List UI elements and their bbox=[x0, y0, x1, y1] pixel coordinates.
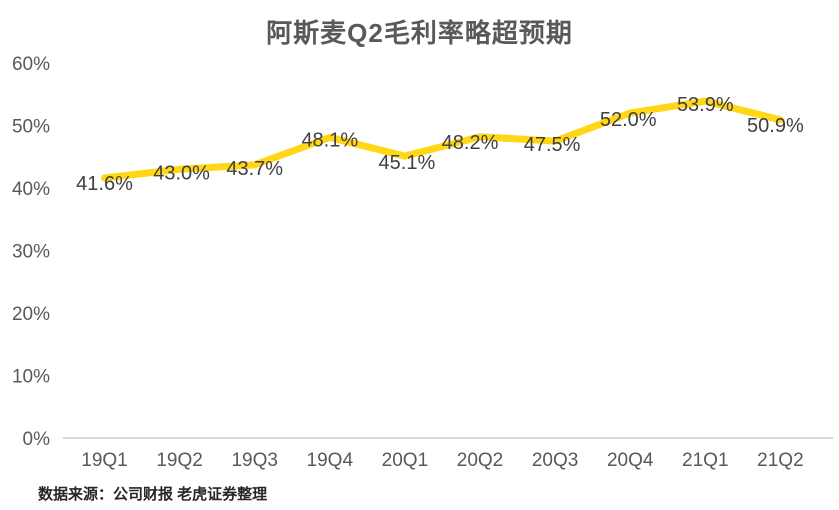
x-axis-tick-label: 21Q2 bbox=[757, 450, 803, 471]
data-point-label: 45.1% bbox=[379, 152, 436, 174]
y-axis-tick-label: 40% bbox=[12, 179, 50, 200]
source-note: 数据来源：公司财报 老虎证券整理 bbox=[38, 486, 268, 503]
data-point-label: 43.7% bbox=[226, 158, 283, 180]
data-point-label: 41.6% bbox=[76, 173, 133, 195]
y-axis-tick-label: 50% bbox=[12, 117, 50, 138]
data-point-label: 52.0% bbox=[600, 109, 657, 131]
y-axis-tick-label: 30% bbox=[12, 242, 50, 263]
x-axis-tick-label: 20Q4 bbox=[607, 450, 654, 471]
x-axis-tick-label: 19Q4 bbox=[307, 450, 354, 471]
x-axis-tick-label: 20Q2 bbox=[457, 450, 503, 471]
x-axis-tick-label: 20Q3 bbox=[532, 450, 578, 471]
y-axis-tick-label: 20% bbox=[12, 304, 50, 325]
data-point-label: 48.2% bbox=[442, 132, 499, 154]
data-point-label: 48.1% bbox=[301, 129, 358, 151]
x-axis-tick-label: 19Q1 bbox=[81, 450, 127, 471]
data-point-label: 43.0% bbox=[153, 162, 210, 184]
data-point-label: 50.9% bbox=[747, 115, 804, 137]
x-axis-tick-label: 19Q3 bbox=[231, 450, 277, 471]
y-axis-tick-label: 60% bbox=[12, 54, 50, 75]
x-axis-tick-label: 21Q1 bbox=[682, 450, 728, 471]
series-line bbox=[101, 97, 784, 182]
x-axis-tick-label: 19Q2 bbox=[156, 450, 202, 471]
data-point-label: 47.5% bbox=[524, 134, 581, 156]
y-axis-tick-label: 0% bbox=[23, 429, 51, 450]
chart-title: 阿斯麦Q2毛利率略超预期 bbox=[266, 18, 573, 48]
x-axis-tick-label: 20Q1 bbox=[382, 450, 428, 471]
data-point-label: 53.9% bbox=[677, 94, 734, 116]
y-axis-tick-label: 10% bbox=[12, 367, 50, 388]
